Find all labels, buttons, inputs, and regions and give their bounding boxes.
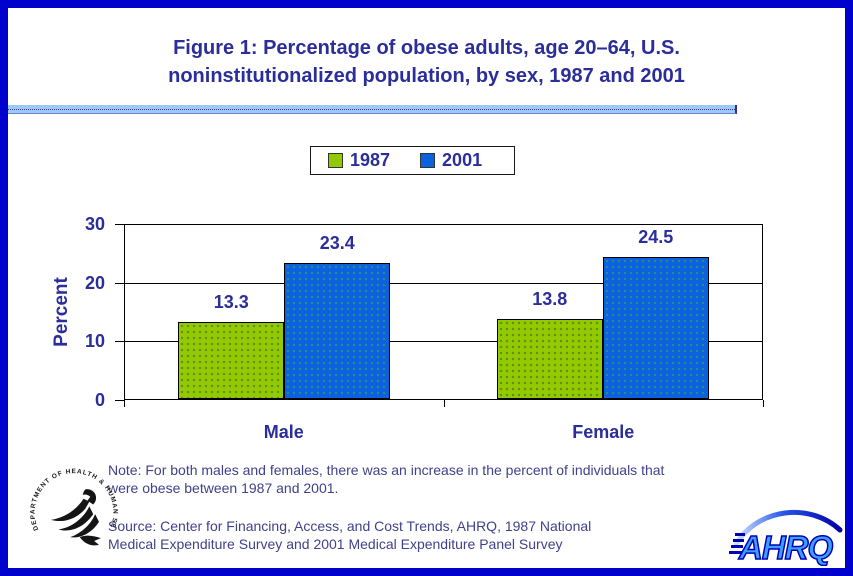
- legend-label-1987: 1987: [350, 150, 391, 170]
- y-axis-tick-label-30: 30: [84, 214, 105, 234]
- legend-label-2001: 2001: [442, 150, 483, 170]
- gridline-10: [125, 341, 762, 342]
- chart-title: Figure 1: Percentage of obese adults, ag…: [8, 34, 845, 90]
- y-axis-tick-10: [115, 341, 124, 343]
- bar-value-label-2001-female: 24.5: [638, 226, 674, 247]
- y-axis-tick-20: [115, 282, 124, 284]
- category-label-male: Male: [263, 422, 304, 442]
- legend-swatch-2001: [420, 153, 436, 168]
- chart-title-line2: noninstitutionalized population, by sex,…: [168, 65, 685, 87]
- title-divider-dotted-line: [8, 109, 735, 110]
- source-line2: Medical Expenditure Survey and 2001 Medi…: [108, 536, 563, 552]
- svg-text:DEPARTMENT OF HEALTH & HUMAN S: DEPARTMENT OF HEALTH & HUMAN SERVICES · …: [26, 468, 118, 531]
- bar-1987-female: [496, 318, 603, 399]
- plot-area: 13.3 23.4 13.8 24.5: [124, 224, 763, 400]
- ahrq-wordmark: AHRQ: [738, 529, 833, 566]
- bar-value-label-1987-male: 13.3: [213, 291, 249, 312]
- bar-value-label-2001-male: 23.4: [319, 233, 355, 254]
- y-axis-tick-label-0: 0: [94, 390, 105, 410]
- note-text: Note: For both males and females, there …: [108, 461, 768, 497]
- x-axis-tick-2: [763, 400, 764, 407]
- y-axis-tick-label-10: 10: [84, 331, 105, 352]
- legend-entry-2001: 2001: [420, 150, 482, 171]
- ahrq-logo: AHRQ: [729, 509, 843, 566]
- y-axis-tick-0: [115, 400, 124, 401]
- hhs-eagle-icon: [50, 489, 101, 546]
- category-label-female: Female: [572, 422, 635, 442]
- gridline-20: [125, 283, 762, 284]
- bar-2001-female: [602, 256, 709, 399]
- chart-title-line1: Figure 1: Percentage of obese adults, ag…: [173, 37, 680, 59]
- legend: 1987 2001: [310, 146, 515, 175]
- y-axis-tick-label-20: 20: [84, 272, 105, 293]
- x-axis-tick-1: [443, 400, 445, 407]
- legend-swatch-1987: [328, 153, 343, 168]
- source-line1: Source: Center for Financing, Access, an…: [108, 518, 592, 534]
- legend-entry-1987: 1987: [328, 150, 390, 171]
- note-line1: Note: For both males and females, there …: [108, 462, 665, 478]
- hhs-seal-logo: DEPARTMENT OF HEALTH & HUMAN SERVICES · …: [26, 468, 118, 546]
- bar-value-label-1987-female: 13.8: [532, 288, 568, 309]
- note-line2: were obese between 1987 and 2001.: [108, 480, 339, 496]
- hhs-seal-circular-text: DEPARTMENT OF HEALTH & HUMAN SERVICES · …: [26, 468, 117, 531]
- source-text: Source: Center for Financing, Access, an…: [108, 517, 768, 553]
- bar-2001-male: [284, 263, 391, 399]
- x-axis-tick-0: [124, 400, 125, 407]
- ahrq-speed-lines-icon: [729, 533, 745, 554]
- title-divider-bar: [8, 105, 737, 114]
- bar-1987-male: [178, 321, 285, 399]
- y-axis-tick-30: [115, 224, 124, 225]
